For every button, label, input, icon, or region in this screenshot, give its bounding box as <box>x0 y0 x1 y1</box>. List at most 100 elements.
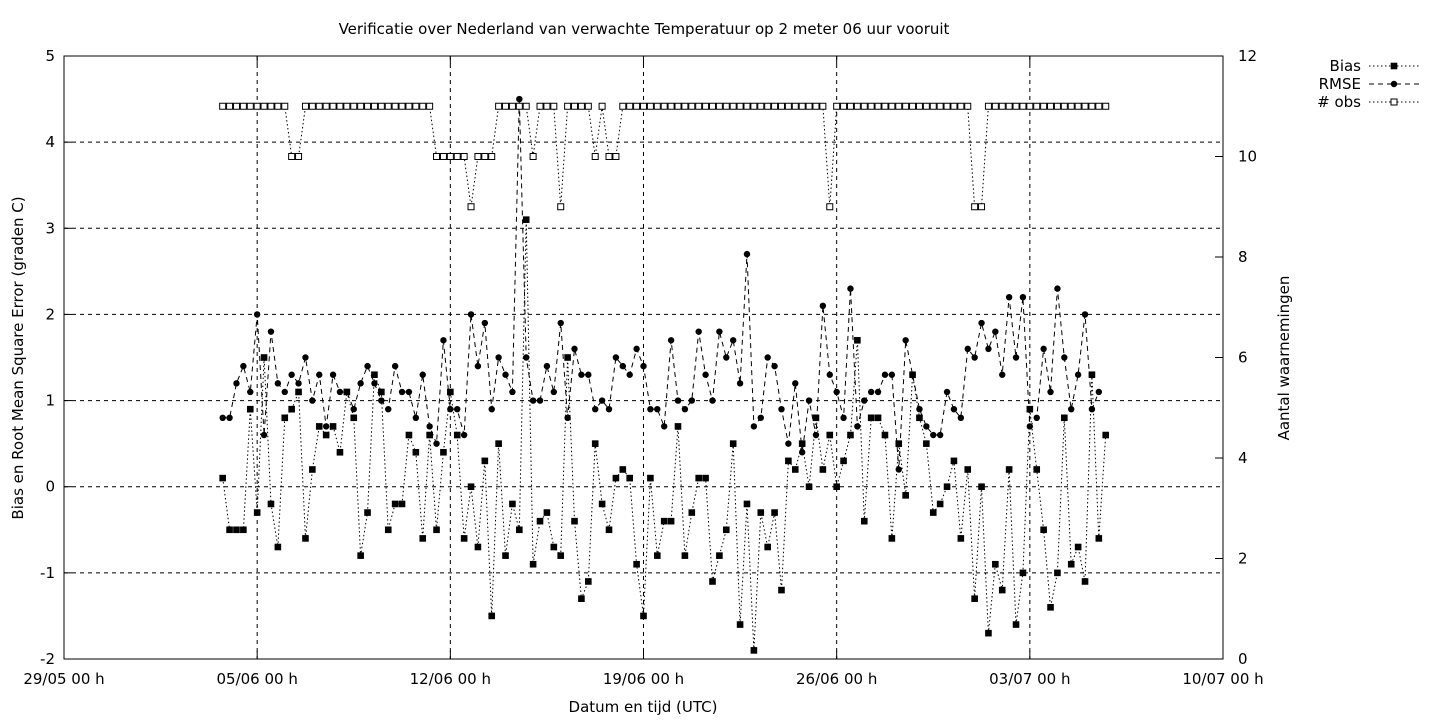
data-point <box>543 362 551 370</box>
data-point <box>950 405 958 413</box>
data-point <box>723 354 730 361</box>
data-point <box>295 153 303 160</box>
data-point <box>943 388 951 396</box>
data-point <box>916 405 923 413</box>
data-point <box>833 483 840 491</box>
data-point <box>1102 431 1110 439</box>
data-point <box>247 388 254 396</box>
data-point <box>288 405 295 413</box>
data-point <box>578 595 585 602</box>
data-point <box>405 388 413 396</box>
data-point <box>364 102 372 110</box>
data-point <box>246 405 254 413</box>
data-point <box>978 319 985 327</box>
data-point <box>695 474 702 482</box>
data-point <box>757 414 764 421</box>
data-point <box>516 95 523 103</box>
data-point <box>467 311 475 318</box>
data-point <box>702 474 709 482</box>
data-point <box>778 586 785 594</box>
data-point <box>240 526 247 534</box>
data-point <box>771 102 779 110</box>
data-point <box>626 474 634 482</box>
data-point <box>854 336 861 344</box>
data-point <box>364 362 371 370</box>
data-point <box>688 102 696 110</box>
data-point <box>571 345 578 353</box>
data-point <box>295 380 302 387</box>
data-point <box>315 102 323 110</box>
data-point <box>1019 102 1027 110</box>
data-point <box>391 362 399 370</box>
data-point <box>426 431 433 439</box>
data-point <box>253 509 261 516</box>
data-point <box>874 414 882 422</box>
data-point <box>267 500 275 508</box>
data-point <box>357 380 364 387</box>
data-point <box>391 102 399 110</box>
y2-tick-label: 2 <box>1238 550 1248 568</box>
data-point <box>943 102 951 110</box>
data-point <box>447 388 454 396</box>
data-point <box>888 102 896 110</box>
data-point <box>564 414 571 421</box>
data-point <box>1054 285 1061 292</box>
data-point <box>550 543 558 551</box>
data-point <box>791 466 799 473</box>
data-point <box>1047 388 1054 396</box>
data-point <box>764 354 771 361</box>
data-point <box>736 621 744 628</box>
data-point <box>1026 102 1034 110</box>
data-point <box>881 371 889 378</box>
data-point <box>612 153 620 160</box>
data-point <box>239 102 247 110</box>
data-point <box>998 586 1006 594</box>
data-point <box>322 431 330 439</box>
data-point <box>412 414 420 421</box>
data-point <box>274 102 282 110</box>
data-point <box>550 102 558 110</box>
data-point <box>378 397 385 404</box>
data-point <box>426 423 433 430</box>
data-point <box>370 102 378 110</box>
data-point <box>281 102 289 110</box>
data-point <box>329 423 337 430</box>
data-point <box>453 431 461 439</box>
data-point <box>619 362 627 370</box>
data-point <box>260 431 268 439</box>
data-point <box>557 552 565 559</box>
data-point <box>964 345 971 353</box>
series-line <box>222 105 1106 208</box>
data-point <box>791 102 799 110</box>
data-point <box>543 509 551 516</box>
data-point <box>529 397 537 404</box>
data-point <box>336 102 344 110</box>
data-point <box>481 457 489 465</box>
data-point <box>253 311 261 318</box>
data-point <box>964 466 972 473</box>
data-point <box>384 102 392 110</box>
data-point <box>1012 621 1020 628</box>
data-point <box>688 509 696 516</box>
data-point <box>605 153 613 160</box>
data-point <box>736 102 744 110</box>
data-point <box>1026 405 1034 413</box>
data-point <box>308 102 316 110</box>
data-point <box>902 492 909 499</box>
data-point <box>964 102 972 110</box>
data-point <box>929 509 937 516</box>
data-point <box>226 414 233 421</box>
y-tick-label: -2 <box>40 650 55 668</box>
data-point <box>640 362 647 370</box>
data-point <box>1095 388 1103 396</box>
data-point <box>647 405 654 413</box>
series-line <box>222 219 1107 651</box>
data-point <box>440 448 447 456</box>
data-point <box>419 535 427 542</box>
data-point <box>550 388 558 396</box>
data-point <box>826 371 833 378</box>
data-point <box>529 560 537 568</box>
data-point <box>826 203 834 211</box>
data-point <box>785 457 792 465</box>
data-point <box>226 102 234 110</box>
